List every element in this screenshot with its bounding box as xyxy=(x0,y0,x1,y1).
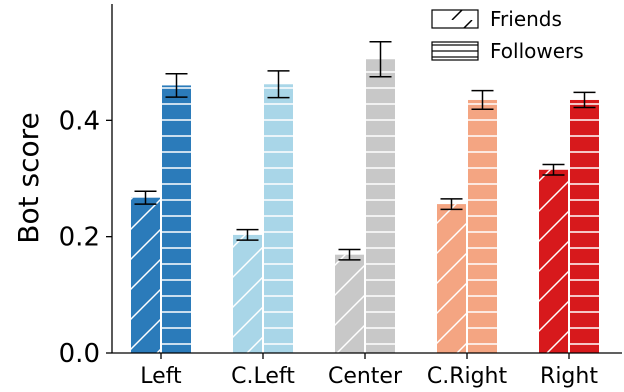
legend-label-friends: Friends xyxy=(490,7,562,31)
legend-swatch-followers xyxy=(431,41,479,61)
bar-hatch-right-friends xyxy=(539,169,568,353)
x-tick-label-c-right: C.Right xyxy=(427,364,508,389)
error-bar-c-left-followers xyxy=(267,70,290,99)
error-bar-center-followers xyxy=(369,41,392,78)
bar-hatch-c-left-friends xyxy=(233,234,262,353)
y-tick-label-0.2: 0.2 xyxy=(59,223,100,253)
error-bar-left-friends xyxy=(134,190,157,205)
x-tick-label-right: Right xyxy=(540,364,598,389)
bar-hatch-center-friends xyxy=(335,254,364,353)
error-bar-c-right-followers xyxy=(471,89,494,111)
bar-hatch-c-left-followers xyxy=(264,84,293,354)
y-tick-label-0.4: 0.4 xyxy=(59,106,100,136)
y-axis-label: Bot score xyxy=(12,112,45,243)
y-ticks-group: 0.0 0.2 0.4 xyxy=(59,106,112,369)
bar-hatch-center-followers xyxy=(366,59,395,354)
legend-item-followers: Followers xyxy=(431,39,584,63)
error-bar-right-friends xyxy=(542,163,565,176)
error-bar-right-followers xyxy=(573,91,596,109)
error-bar-left-followers xyxy=(165,73,188,98)
error-bar-center-friends xyxy=(338,248,361,261)
error-bar-c-right-friends xyxy=(440,198,463,211)
error-bars-group xyxy=(134,41,596,261)
bar-hatch-left-followers xyxy=(162,85,191,353)
bar-hatch-left-friends xyxy=(131,197,160,353)
error-bar-c-left-friends xyxy=(236,228,259,241)
y-tick-label-0.0: 0.0 xyxy=(59,339,100,369)
legend: Friends Followers xyxy=(431,7,584,63)
x-tick-label-center: Center xyxy=(328,364,403,389)
x-ticks-group: Left C.Left Center C.Right Right xyxy=(140,353,598,389)
x-tick-label-left: Left xyxy=(140,364,182,389)
bar-hatch-c-right-friends xyxy=(437,204,466,353)
legend-item-friends: Friends xyxy=(431,7,562,31)
bar-hatch-c-right-followers xyxy=(468,99,497,353)
x-tick-label-c-left: C.Left xyxy=(231,364,295,389)
legend-label-followers: Followers xyxy=(490,39,584,63)
legend-swatch-friends xyxy=(431,9,479,29)
bars-group xyxy=(131,59,599,354)
bar-hatch-right-followers xyxy=(570,99,599,353)
